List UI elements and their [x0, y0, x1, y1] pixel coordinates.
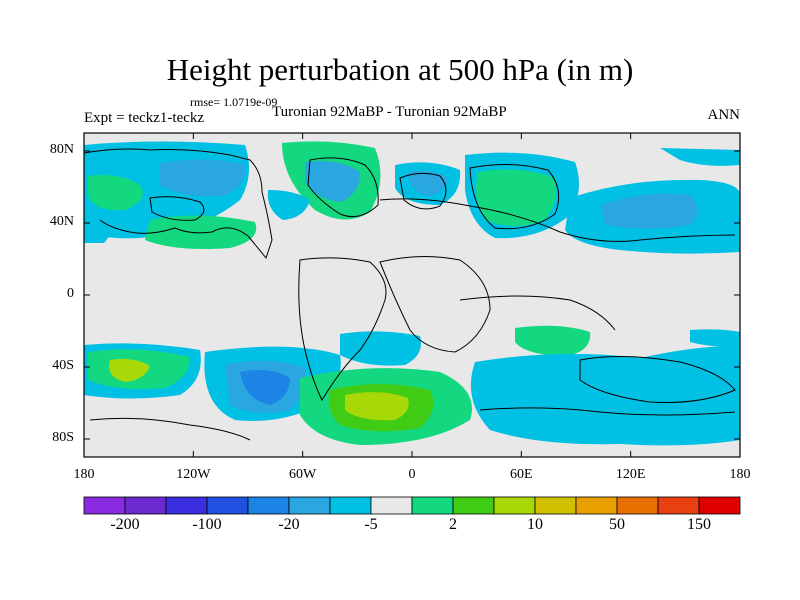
colorbar-swatch [124, 496, 167, 515]
anomaly-patch [267, 190, 310, 220]
x-tick-label: 120W [176, 467, 211, 482]
colorbar-swatch [165, 496, 208, 515]
anomaly-patch [600, 193, 698, 229]
anomaly-patch [408, 170, 448, 196]
x-tick-label: 180 [729, 467, 751, 482]
anomaly-patch [515, 325, 591, 356]
rmse-label: rmse= 1.0719e-09 [190, 95, 278, 109]
y-tick-label: 40N [49, 214, 74, 229]
colorbar-swatch [616, 496, 659, 515]
colorbar-swatch [247, 496, 290, 515]
colorbar-label: 150 [687, 516, 711, 533]
colorbar-label: -5 [364, 516, 378, 533]
continent-outlines [84, 148, 736, 441]
experiment-label: Expt = teckz1-teckz [84, 110, 205, 126]
anomaly-patch [160, 159, 246, 197]
x-tick-label: 120E [615, 467, 646, 482]
colorbar-swatch [698, 496, 741, 515]
anomaly-patch [145, 215, 257, 249]
anomaly-patch [476, 169, 557, 226]
colorbar-label: -200 [110, 516, 140, 533]
anomaly-patch [470, 345, 740, 446]
anomaly-patch [660, 148, 740, 166]
anomaly-patch [88, 175, 143, 211]
anomaly-patch [340, 331, 421, 366]
colorbar-swatch [493, 496, 536, 515]
y-tick-label: 0 [67, 286, 74, 301]
anomaly-patch [305, 161, 360, 202]
season-label: ANN [707, 107, 741, 123]
x-tick-label: 0 [408, 467, 416, 482]
y-tick-label: 40S [52, 358, 74, 373]
anomaly-patch [690, 329, 740, 347]
colorbar-swatch [534, 496, 577, 515]
colorbar-swatch [452, 496, 495, 515]
x-tick-label: 60W [289, 467, 317, 482]
colorbar-swatch [657, 496, 700, 515]
colorbar-label: 50 [609, 516, 625, 533]
colorbar-label: 10 [527, 516, 543, 533]
y-tick-label: 80N [49, 142, 74, 157]
period-label: Turonian 92MaBP - Turonian 92MaBP [272, 104, 507, 120]
field-patches [84, 141, 740, 446]
colorbar-swatch [206, 496, 249, 515]
anomaly-patch [345, 392, 409, 421]
colorbar-swatch [370, 496, 413, 515]
anomaly-patch [240, 370, 290, 405]
colorbar-label: 2 [449, 516, 457, 533]
colorbar-swatch [83, 496, 126, 515]
colorbar-label: -20 [278, 516, 300, 533]
y-tick-label: 80S [52, 430, 74, 445]
x-tick-label: 60E [510, 467, 533, 482]
anomaly-patch [109, 358, 150, 382]
x-tick-label: 180 [73, 467, 95, 482]
colorbar-swatch [288, 496, 331, 515]
colorbar-swatch [411, 496, 454, 515]
map-plot-area [84, 133, 740, 457]
colorbar-swatch [329, 496, 372, 515]
colorbar-label: -100 [192, 516, 222, 533]
colorbar-swatch [575, 496, 618, 515]
colorbar [83, 496, 741, 515]
axis-ticks [83, 133, 741, 457]
anomaly-patch [84, 212, 113, 243]
map-title: Height perturbation at 500 hPa (in m) [166, 52, 634, 87]
